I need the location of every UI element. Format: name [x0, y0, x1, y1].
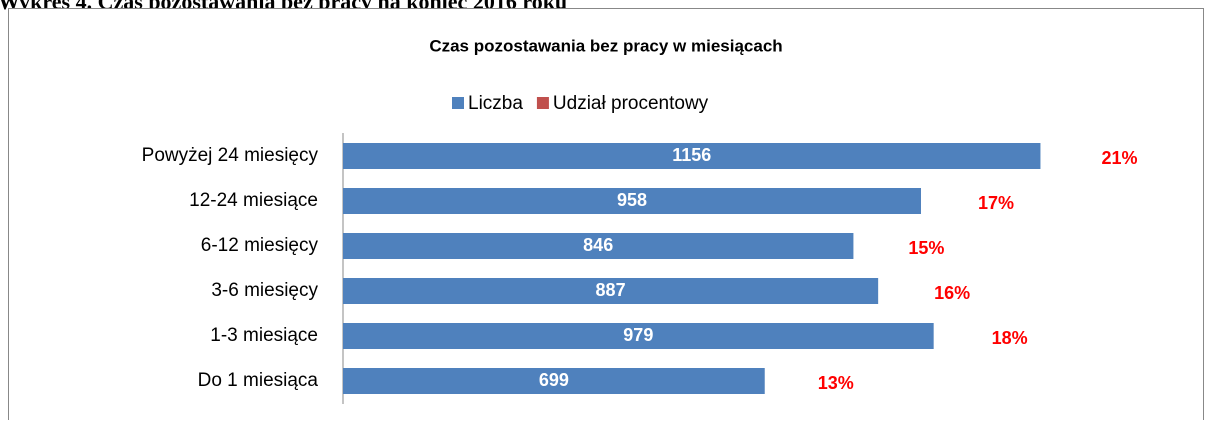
percent-label: 18% [992, 328, 1028, 348]
bar-label: 699 [539, 370, 569, 390]
bar-label: 958 [617, 190, 647, 210]
y-tick-label: 1-3 miesiące [210, 325, 318, 346]
percent-label: 21% [1101, 148, 1137, 168]
legend-label: Liczba [468, 93, 523, 114]
bar [343, 278, 879, 304]
y-tick-label: 3-6 miesięcy [211, 280, 318, 301]
percent-label: 16% [934, 283, 970, 303]
chart-frame [8, 8, 1204, 425]
bar [343, 368, 765, 394]
bar [343, 143, 1041, 169]
y-tick-label: 12-24 miesiące [189, 190, 318, 211]
bar [343, 188, 921, 214]
chart-title: Czas pozostawania bez pracy w miesiącach [429, 36, 782, 55]
legend-label: Udział procentowy [553, 93, 709, 114]
bar [343, 233, 854, 259]
bar-label: 1156 [672, 145, 711, 165]
y-tick-label: Powyżej 24 miesięcy [142, 145, 319, 166]
legend-swatch [452, 97, 464, 109]
y-tick-label: 6-12 miesięcy [201, 235, 319, 256]
percent-label: 17% [978, 193, 1014, 213]
percent-label: 13% [818, 373, 854, 393]
legend-swatch [536, 97, 549, 109]
bar-label: 979 [623, 325, 653, 345]
percent-label: 15% [908, 238, 944, 258]
bar [343, 323, 934, 349]
y-tick-label: Do 1 miesiąca [198, 370, 319, 391]
bar-label: 887 [596, 280, 626, 300]
bar-label: 846 [583, 235, 613, 255]
